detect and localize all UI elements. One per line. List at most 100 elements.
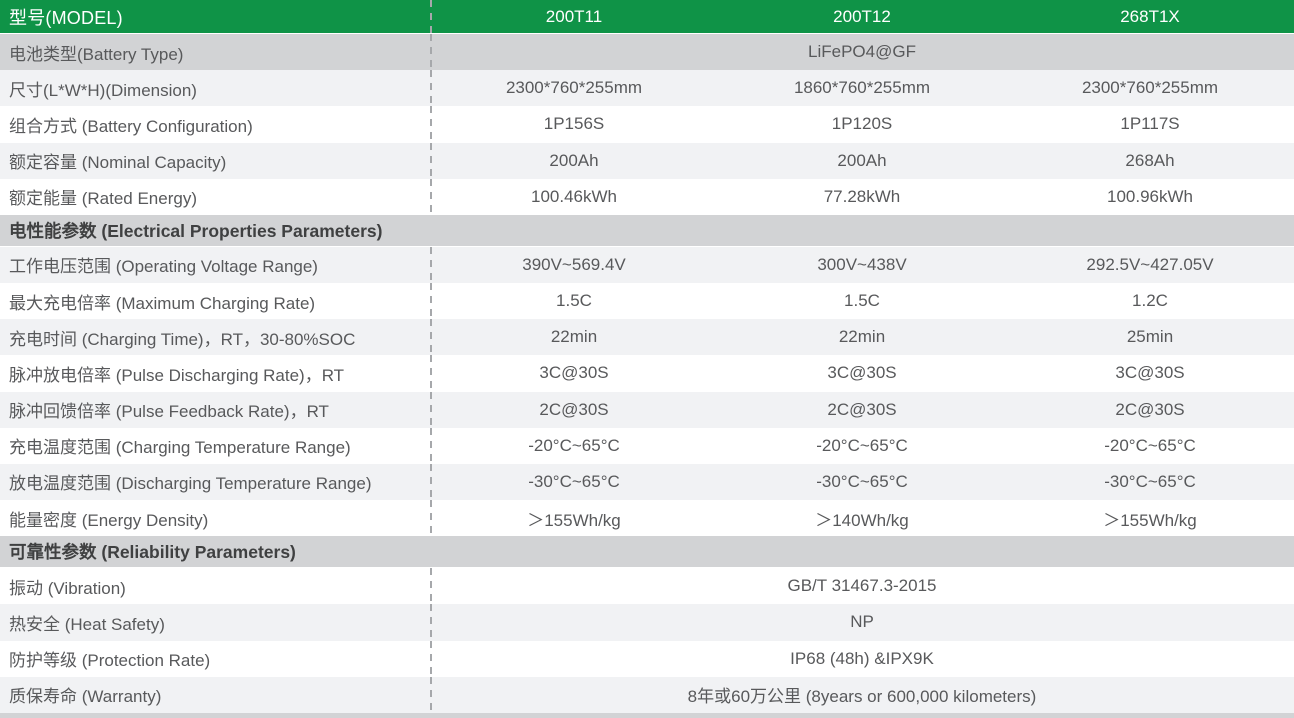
row-value-model-2: 1860*760*255mm <box>793 78 931 98</box>
table-row: 充电时间 (Charging Time)，RT，30-80%SOC 22min 22… <box>0 319 1294 356</box>
table-header-row: 型号(MODEL) 200T11 200T12 268T1X <box>0 0 1294 34</box>
row-label: 放电温度范围 (Discharging Temperature Range) <box>9 474 372 494</box>
row-value-model-1: 200Ah <box>549 150 599 170</box>
row-value-model-3: 100.96kWh <box>1107 186 1193 206</box>
row-value-model-1: 2300*760*255mm <box>505 78 643 98</box>
row-values: LiFePO4@GF <box>430 34 1294 71</box>
row-label: 额定能量 (Rated Energy) <box>9 189 197 209</box>
table-row: 质保寿命 (Warranty) 8年或60万公里 (8years or 600,0… <box>0 676 1294 714</box>
table-row: 能量密度 (Energy Density) ＞155Wh/kg ＞140Wh/kg ＞… <box>0 500 1294 537</box>
row-value-model-1: 1P156S <box>543 114 605 134</box>
table-row: 脉冲回馈倍率 (Pulse Feedback Rate)，RT 2C@30S 2C@… <box>0 391 1294 428</box>
row-values: -30°C~65°C -30°C~65°C -30°C~65°C <box>430 463 1294 501</box>
row-label: 质保寿命 (Warranty) <box>9 687 162 707</box>
row-label: 充电温度范围 (Charging Temperature Range) <box>9 438 351 458</box>
model-columns: 200T11 200T12 268T1X <box>430 0 1294 33</box>
row-value-model-3: 292.5V~427.05V <box>1086 254 1214 274</box>
row-label: 组合方式 (Battery Configuration) <box>9 116 253 136</box>
row-value-model-3: 1P117S <box>1120 114 1180 134</box>
row-label: 防护等级 (Protection Rate) <box>9 651 211 671</box>
row-value-model-3: 2C@30S <box>1115 399 1185 419</box>
row-values: 22min 22min 25min <box>430 319 1294 356</box>
row-value-model-3: 1.2C <box>1132 291 1168 311</box>
model-name-3: 268T1X <box>1120 6 1180 26</box>
row-value-all-models: LiFePO4@GF <box>808 42 916 62</box>
row-values: 2C@30S 2C@30S 2C@30S <box>430 391 1294 428</box>
row-value-model-2: -20°C~65°C <box>816 435 908 455</box>
table-row: 脉冲放电倍率 (Pulse Discharging Rate)，RT 3C@30S… <box>0 355 1294 392</box>
row-value-all-models: IP68 (48h) &IPX9K <box>790 648 934 668</box>
model-name-1: 200T11 <box>545 6 603 26</box>
row-values: IP68 (48h) &IPX9K <box>430 640 1294 677</box>
table-row: 额定能量 (Rated Energy) 100.46kWh 77.28kWh 100.… <box>0 178 1294 216</box>
section-title: 可靠性参数 (Reliability Parameters) <box>9 542 296 563</box>
row-value-model-1: -20°C~65°C <box>528 435 620 455</box>
table-row: 振动 (Vibration) GB/T 31467.3-2015 <box>0 568 1294 605</box>
row-value-model-2: 200Ah <box>837 150 887 170</box>
row-value-model-3: 25min <box>1126 327 1174 347</box>
row-values: 3C@30S 3C@30S 3C@30S <box>430 355 1294 392</box>
section-title: 电性能参数 (Electrical Properties Parameters) <box>9 220 383 241</box>
row-values: 100.46kWh 77.28kWh 100.96kWh <box>430 178 1294 216</box>
row-value-model-1: 390V~569.4V <box>522 254 626 274</box>
table-row: 最大充电倍率 (Maximum Charging Rate) 1.5C 1.5C 1.… <box>0 283 1294 320</box>
row-value-model-3: ＞155Wh/kg <box>1103 510 1197 530</box>
row-values: ＞155Wh/kg ＞140Wh/kg ＞155Wh/kg <box>430 500 1294 537</box>
row-value-model-3: 2300*760*255mm <box>1081 78 1219 98</box>
model-header-label: 型号(MODEL) <box>9 7 123 28</box>
row-label: 工作电压范围 (Operating Voltage Range) <box>9 257 318 277</box>
table-row: 防护等级 (Protection Rate) IP68 (48h) &IPX9K <box>0 640 1294 677</box>
table-row: 工作电压范围 (Operating Voltage Range) 390V~569… <box>0 246 1294 284</box>
model-name-2: 200T12 <box>833 6 891 26</box>
row-values: 390V~569.4V 300V~438V 292.5V~427.05V <box>430 246 1294 284</box>
row-value-model-3: -20°C~65°C <box>1104 435 1196 455</box>
row-label: 电池类型(Battery Type) <box>9 44 184 64</box>
bottom-strip <box>0 712 1294 718</box>
table-row: 额定容量 (Nominal Capacity) 200Ah 200Ah 268Ah <box>0 142 1294 179</box>
row-value-model-1: 22min <box>550 327 598 347</box>
table-row: 电池类型(Battery Type) LiFePO4@GF <box>0 34 1294 71</box>
row-value-all-models: NP <box>850 612 874 632</box>
row-value-model-1: 3C@30S <box>539 363 609 383</box>
row-value-all-models: 8年或60万公里 (8years or 600,000 kilometers) <box>687 687 1037 707</box>
row-values: 1.5C 1.5C 1.2C <box>430 283 1294 320</box>
row-label: 最大充电倍率 (Maximum Charging Rate) <box>9 293 316 313</box>
row-value-model-2: 300V~438V <box>817 254 907 274</box>
table-row: 充电温度范围 (Charging Temperature Range) -20°C… <box>0 427 1294 465</box>
row-value-model-1: 100.46kWh <box>531 186 617 206</box>
row-values: NP <box>430 604 1294 641</box>
row-value-model-3: 3C@30S <box>1115 363 1185 383</box>
table-row: 组合方式 (Battery Configuration) 1P156S 1P120S… <box>0 106 1294 143</box>
row-values: 1P156S 1P120S 1P117S <box>430 106 1294 143</box>
row-label: 脉冲放电倍率 (Pulse Discharging Rate)，RT <box>9 365 345 385</box>
row-value-model-1: ＞155Wh/kg <box>527 510 621 530</box>
row-label: 振动 (Vibration) <box>9 578 126 598</box>
row-value-model-2: 2C@30S <box>827 399 897 419</box>
row-values: 8年或60万公里 (8years or 600,000 kilometers) <box>430 676 1294 714</box>
table-row: 尺寸(L*W*H)(Dimension) 2300*760*255mm 1860*7… <box>0 70 1294 107</box>
row-value-model-2: 77.28kWh <box>823 186 901 206</box>
row-value-model-2: 1P120S <box>831 114 893 134</box>
row-value-model-2: 22min <box>838 327 886 347</box>
row-value-all-models: GB/T 31467.3-2015 <box>787 576 937 596</box>
row-values: 200Ah 200Ah 268Ah <box>430 142 1294 179</box>
row-value-model-2: 3C@30S <box>827 363 897 383</box>
row-values: 2300*760*255mm 1860*760*255mm 2300*760*255… <box>430 70 1294 107</box>
section-header-row: 电性能参数 (Electrical Properties Parameters) <box>0 214 1294 247</box>
row-label: 尺寸(L*W*H)(Dimension) <box>9 80 197 100</box>
row-label: 热安全 (Heat Safety) <box>9 614 165 634</box>
row-value-model-1: 1.5C <box>556 291 592 311</box>
row-value-model-3: -30°C~65°C <box>1104 471 1196 491</box>
row-label: 脉冲回馈倍率 (Pulse Feedback Rate)，RT <box>9 402 329 422</box>
row-label: 能量密度 (Energy Density) <box>9 510 209 530</box>
row-values: GB/T 31467.3-2015 <box>430 568 1294 605</box>
table-row: 热安全 (Heat Safety) NP <box>0 604 1294 641</box>
row-label: 充电时间 (Charging Time)，RT，30-80%SOC <box>9 329 356 349</box>
section-header-row: 可靠性参数 (Reliability Parameters) <box>0 536 1294 569</box>
table-row: 放电温度范围 (Discharging Temperature Range) -3… <box>0 463 1294 501</box>
row-value-model-1: 2C@30S <box>539 399 609 419</box>
row-value-model-2: ＞140Wh/kg <box>815 510 909 530</box>
row-values: -20°C~65°C -20°C~65°C -20°C~65°C <box>430 427 1294 465</box>
row-label: 额定容量 (Nominal Capacity) <box>9 153 227 173</box>
